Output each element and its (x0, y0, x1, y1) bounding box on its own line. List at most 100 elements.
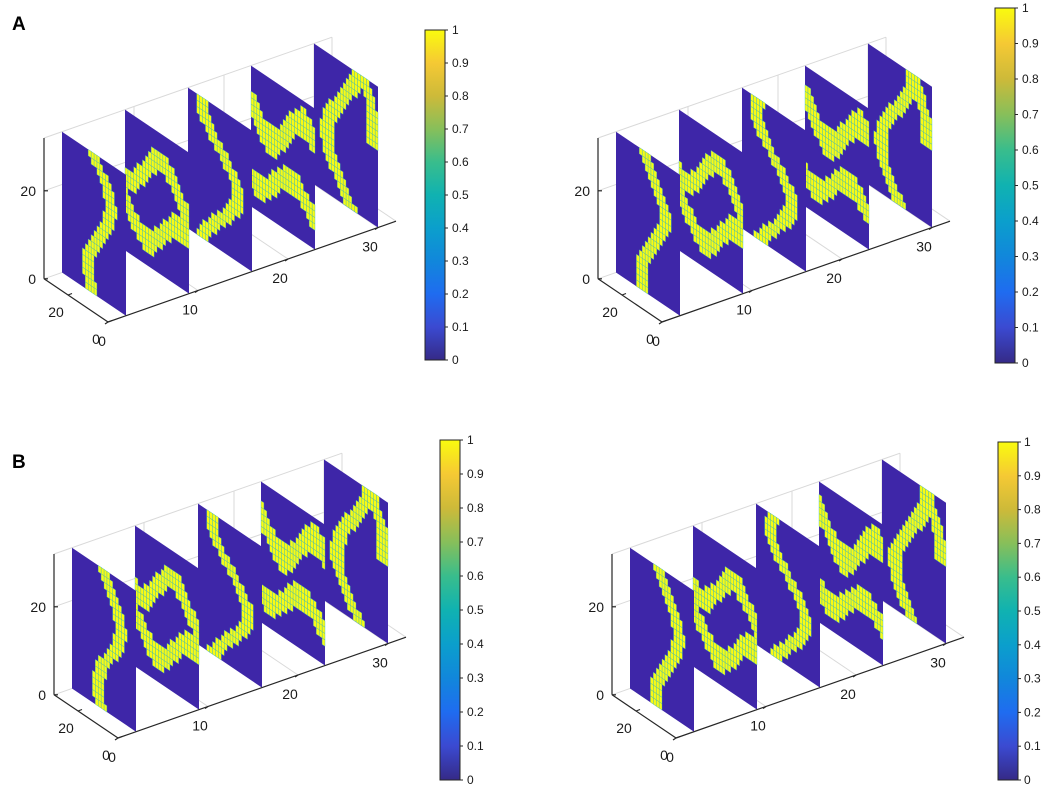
slice-cell-high (151, 146, 155, 156)
slice-cell-high (294, 107, 298, 117)
slice-cell-high (184, 629, 188, 639)
slice-cell-high (876, 119, 880, 129)
slice-x-30 (324, 459, 389, 644)
slice-cell-high (862, 529, 866, 539)
slice-cell-high (773, 643, 777, 653)
slice-cell-high (162, 218, 166, 228)
slice-cell-high (300, 104, 304, 115)
slice-cell-high (725, 217, 729, 227)
slice-cell-high (338, 520, 342, 530)
slice-cell-high (724, 566, 729, 576)
x-tick (374, 227, 379, 230)
slice-cell-high (149, 579, 153, 589)
slice-background (251, 65, 315, 250)
slice-cell-high (910, 510, 915, 520)
colorbar-tick-label: 0.6 (452, 155, 469, 169)
slice-cell-high (159, 222, 163, 232)
slice-x-2 (616, 131, 680, 316)
slice-cell-high (899, 90, 904, 100)
slice-cell-high (896, 94, 901, 104)
x-tick-label: 20 (282, 686, 298, 702)
slice-cell-high (124, 166, 129, 176)
slice-cell-high (98, 565, 102, 575)
slice-cell-high (355, 499, 360, 510)
y-tick-label: 20 (602, 304, 618, 320)
slice-x-23 (804, 65, 870, 250)
colorbar-tick-label: 0.2 (1024, 705, 1041, 719)
colorbar-tick-label: 0.1 (1024, 739, 1041, 753)
x-tick (384, 643, 389, 646)
axis-line (43, 278, 109, 323)
colorbar-tick-label: 0.8 (452, 89, 469, 103)
slice-cell-high (148, 150, 152, 160)
slice-x-16 (756, 503, 820, 688)
colorbar-tick-label: 0.1 (1022, 321, 1039, 335)
slice-cell-high (902, 85, 906, 95)
slice-cell-high (699, 161, 703, 171)
colorbar-tick-label: 0.4 (1022, 214, 1039, 228)
slice-cell-high (225, 202, 229, 212)
slice-cell-high (328, 97, 332, 107)
x-tick (104, 321, 109, 325)
slice-cell-high (710, 150, 715, 160)
slice-cell-high (647, 236, 652, 246)
slice-cell-high (334, 95, 338, 105)
axes (43, 138, 397, 323)
slice-cell-high (899, 528, 903, 538)
slice-cell-high (295, 536, 299, 546)
x-tick-label: 10 (192, 718, 208, 734)
slice-cell-high (759, 227, 763, 237)
slice-cell-high (319, 117, 323, 127)
slice-cell-high (736, 637, 740, 648)
slice-cell-high (134, 576, 139, 586)
x-tick (204, 706, 209, 709)
slice-cell-high (678, 160, 683, 170)
slice-cell-high (716, 579, 720, 589)
slice-cell-high (361, 484, 365, 494)
slice-cell-high (851, 109, 855, 119)
slice-cell-high (664, 654, 668, 664)
colorbar-tick-label: 0.5 (1022, 179, 1039, 193)
slice-cell-high (636, 253, 640, 263)
x-tick (658, 321, 663, 325)
slice-cell-high (88, 149, 92, 159)
colorbar-tick-label: 0.2 (452, 287, 469, 301)
slice-cell-high (873, 130, 877, 140)
colorbar-tick-label: 1 (467, 433, 474, 447)
slice-cell-high (152, 575, 156, 585)
slice-cell-high (228, 197, 232, 208)
colorbar-gradient (439, 439, 461, 781)
slice-background (630, 547, 694, 732)
slice-cell-high (850, 585, 855, 596)
x-tick-label: 0 (108, 749, 116, 765)
chart-1: 0 0.1 0.2 0.3 0.4 0.5 0.6 0.7 0.8 0.9 1 (43, 23, 469, 367)
y-tick-label: 20 (58, 720, 74, 736)
slice-cell-high (879, 115, 883, 125)
slice-cell-high (705, 152, 709, 162)
colorbar-tick-label: 0.9 (467, 467, 484, 481)
slice-cell-high (250, 90, 255, 100)
axes (53, 554, 407, 739)
x-tick (284, 258, 289, 262)
slice-cell-high (163, 564, 168, 574)
slice-cell-high (690, 168, 694, 178)
slice-cell-high (335, 524, 339, 534)
slice-cell-high (109, 643, 113, 653)
panel-label-a: A (12, 14, 26, 35)
slice-cell-high (890, 541, 894, 551)
slice-cell-high (268, 172, 272, 183)
colorbar-tick-label: 0.9 (452, 56, 469, 70)
slice-cell-high (292, 579, 297, 589)
slice-cell-high (764, 515, 768, 525)
slice-background (125, 109, 189, 294)
slice-cell-high (287, 582, 291, 592)
slice-cell-high (831, 172, 835, 182)
colorbar-tick-label: 0.1 (467, 739, 484, 753)
slice-cell-high (82, 247, 86, 257)
slice-cell-high (733, 642, 737, 652)
x-tick (294, 674, 299, 678)
slice-cell-high (793, 631, 797, 641)
slice-cell-high (133, 166, 137, 176)
slice-x-9 (678, 109, 744, 294)
colorbar-tick-label: 0.6 (1022, 143, 1039, 157)
